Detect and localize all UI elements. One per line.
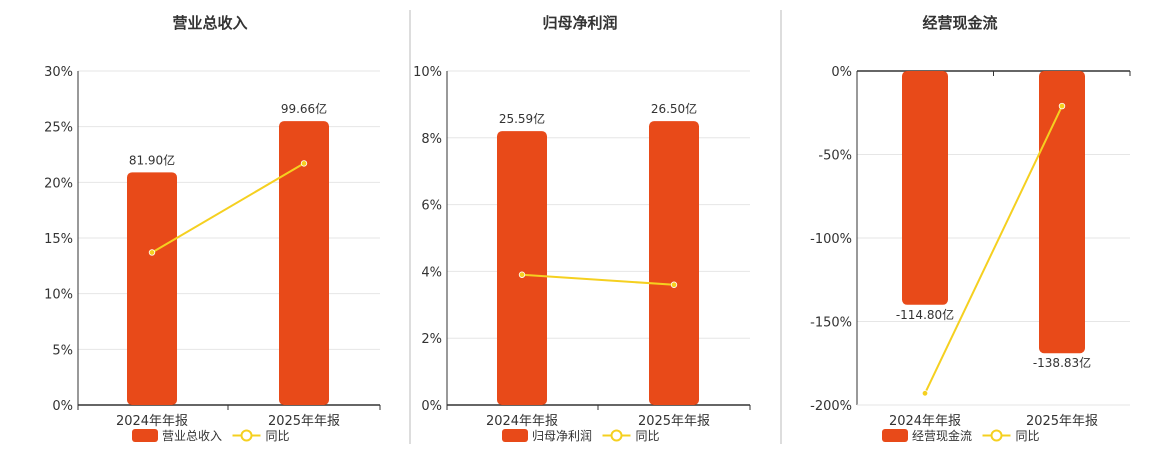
bar: [1039, 71, 1085, 354]
legend-bar-label: 经营现金流: [912, 428, 972, 443]
x-category-label: 2024年年报: [889, 414, 961, 429]
legend: 营业总收入 同比: [132, 429, 290, 443]
bar: [902, 71, 948, 305]
yoy-point: [1058, 102, 1066, 110]
y-tick-label: 0%: [831, 65, 852, 80]
legend: 归母净利润 同比: [502, 429, 660, 443]
y-tick-label: -50%: [818, 149, 852, 164]
legend-line-marker: [990, 429, 1003, 442]
y-tick-label: 0%: [421, 399, 442, 414]
yoy-point: [670, 281, 678, 288]
x-category-label: 2025年年报: [268, 414, 340, 429]
x-category-label: 2025年年报: [638, 414, 710, 429]
y-tick-label: 4%: [421, 265, 442, 280]
y-tick-label: 10%: [44, 288, 73, 303]
legend-bar-swatch: [132, 429, 158, 442]
bar-data-label: 99.66亿: [281, 101, 327, 116]
legend: 经营现金流 同比: [882, 428, 1040, 443]
legend-line-marker: [240, 429, 253, 442]
legend-bar-label: 营业总收入: [162, 429, 222, 443]
y-tick-label: 0%: [52, 399, 73, 414]
y-tick-label: 10%: [413, 65, 442, 80]
y-tick-label: -150%: [810, 316, 852, 331]
bar: [127, 172, 177, 405]
y-tick-label: 20%: [44, 176, 73, 191]
y-tick-label: 30%: [44, 65, 73, 80]
yoy-point: [300, 160, 308, 167]
legend-bar-swatch: [882, 429, 908, 442]
bar-data-label: 81.90亿: [129, 152, 175, 167]
bar-data-label: 26.50亿: [651, 101, 697, 116]
bar: [649, 121, 699, 405]
chart-panel-3: 经营现金流 -200% -150% -100% -50% 0% 2024年年报 2025年年报…: [810, 14, 1131, 443]
yoy-line: [924, 105, 1063, 394]
yoy-point: [921, 390, 929, 397]
bar: [279, 121, 329, 405]
bar-data-label: -138.83亿: [1033, 355, 1091, 370]
y-tick-label: 6%: [421, 199, 442, 214]
legend-line-label: 同比: [266, 429, 290, 443]
yoy-line: [521, 273, 675, 286]
x-category-label: 2025年年报: [1026, 414, 1098, 429]
y-tick-label: -100%: [810, 232, 852, 247]
x-category-label: 2024年年报: [486, 414, 558, 429]
y-tick-label: 5%: [52, 343, 73, 358]
chart-title: 营业总收入: [172, 14, 247, 32]
y-tick-label: 8%: [421, 132, 442, 147]
chart-panel-2: 归母净利润 0% 2% 4% 6% 8% 10% 2024年年报 2025年年报 25.59亿 26…: [413, 14, 751, 443]
legend-line-marker: [610, 429, 623, 442]
chart-panel-1: 营业总收入 0% 5% 10% 15% 20% 25% 30% 2024年年报 2025年年报 81…: [44, 14, 381, 443]
bar-data-label: -114.80亿: [896, 307, 954, 322]
bar: [497, 131, 547, 405]
legend-bar-swatch: [502, 429, 528, 442]
chart-title: 经营现金流: [922, 14, 997, 32]
y-tick-label: 2%: [421, 332, 442, 347]
y-tick-label: 15%: [44, 232, 73, 247]
y-tick-label: 25%: [44, 121, 73, 136]
bar-data-label: 25.59亿: [499, 111, 545, 126]
legend-line-label: 同比: [1016, 429, 1040, 443]
legend-bar-label: 归母净利润: [532, 429, 592, 443]
x-category-label: 2024年年报: [116, 414, 188, 429]
yoy-line: [151, 162, 305, 254]
yoy-point: [518, 271, 526, 278]
yoy-point: [148, 249, 156, 256]
chart-title: 归母净利润: [542, 14, 617, 32]
legend-line-label: 同比: [636, 429, 660, 443]
y-tick-label: -200%: [810, 399, 852, 414]
